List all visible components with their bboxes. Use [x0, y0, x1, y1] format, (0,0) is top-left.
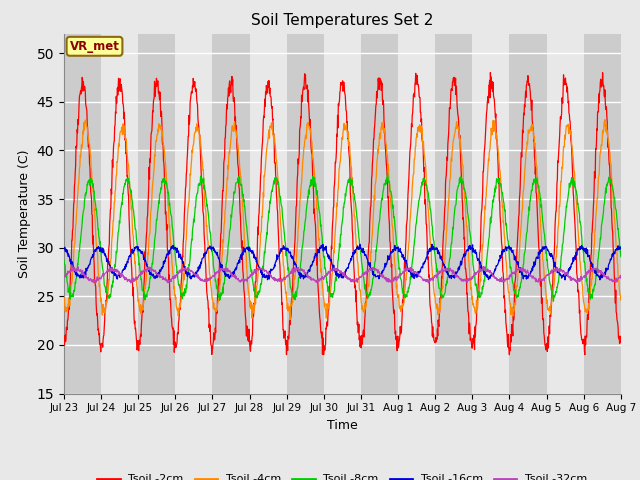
- Bar: [250, 34, 287, 394]
- Bar: [435, 34, 472, 394]
- Bar: [324, 34, 361, 394]
- Bar: [472, 34, 509, 394]
- Text: VR_met: VR_met: [70, 40, 120, 53]
- Legend: Tsoil -2cm, Tsoil -4cm, Tsoil -8cm, Tsoil -16cm, Tsoil -32cm: Tsoil -2cm, Tsoil -4cm, Tsoil -8cm, Tsoi…: [93, 470, 592, 480]
- Bar: [584, 34, 621, 394]
- Bar: [287, 34, 324, 394]
- Bar: [64, 34, 101, 394]
- Bar: [101, 34, 138, 394]
- Bar: [175, 34, 212, 394]
- Y-axis label: Soil Temperature (C): Soil Temperature (C): [18, 149, 31, 278]
- Bar: [398, 34, 435, 394]
- X-axis label: Time: Time: [327, 419, 358, 432]
- Bar: [361, 34, 398, 394]
- Bar: [138, 34, 175, 394]
- Bar: [509, 34, 547, 394]
- Bar: [547, 34, 584, 394]
- Title: Soil Temperatures Set 2: Soil Temperatures Set 2: [252, 13, 433, 28]
- Bar: [212, 34, 250, 394]
